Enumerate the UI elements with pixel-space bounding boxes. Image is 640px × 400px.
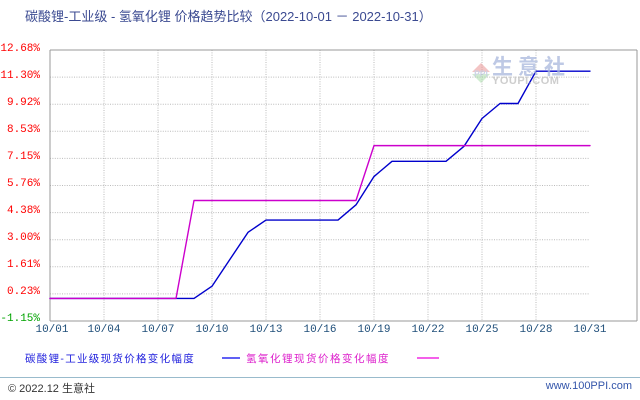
svg-text:PPI: PPI: [474, 69, 488, 79]
